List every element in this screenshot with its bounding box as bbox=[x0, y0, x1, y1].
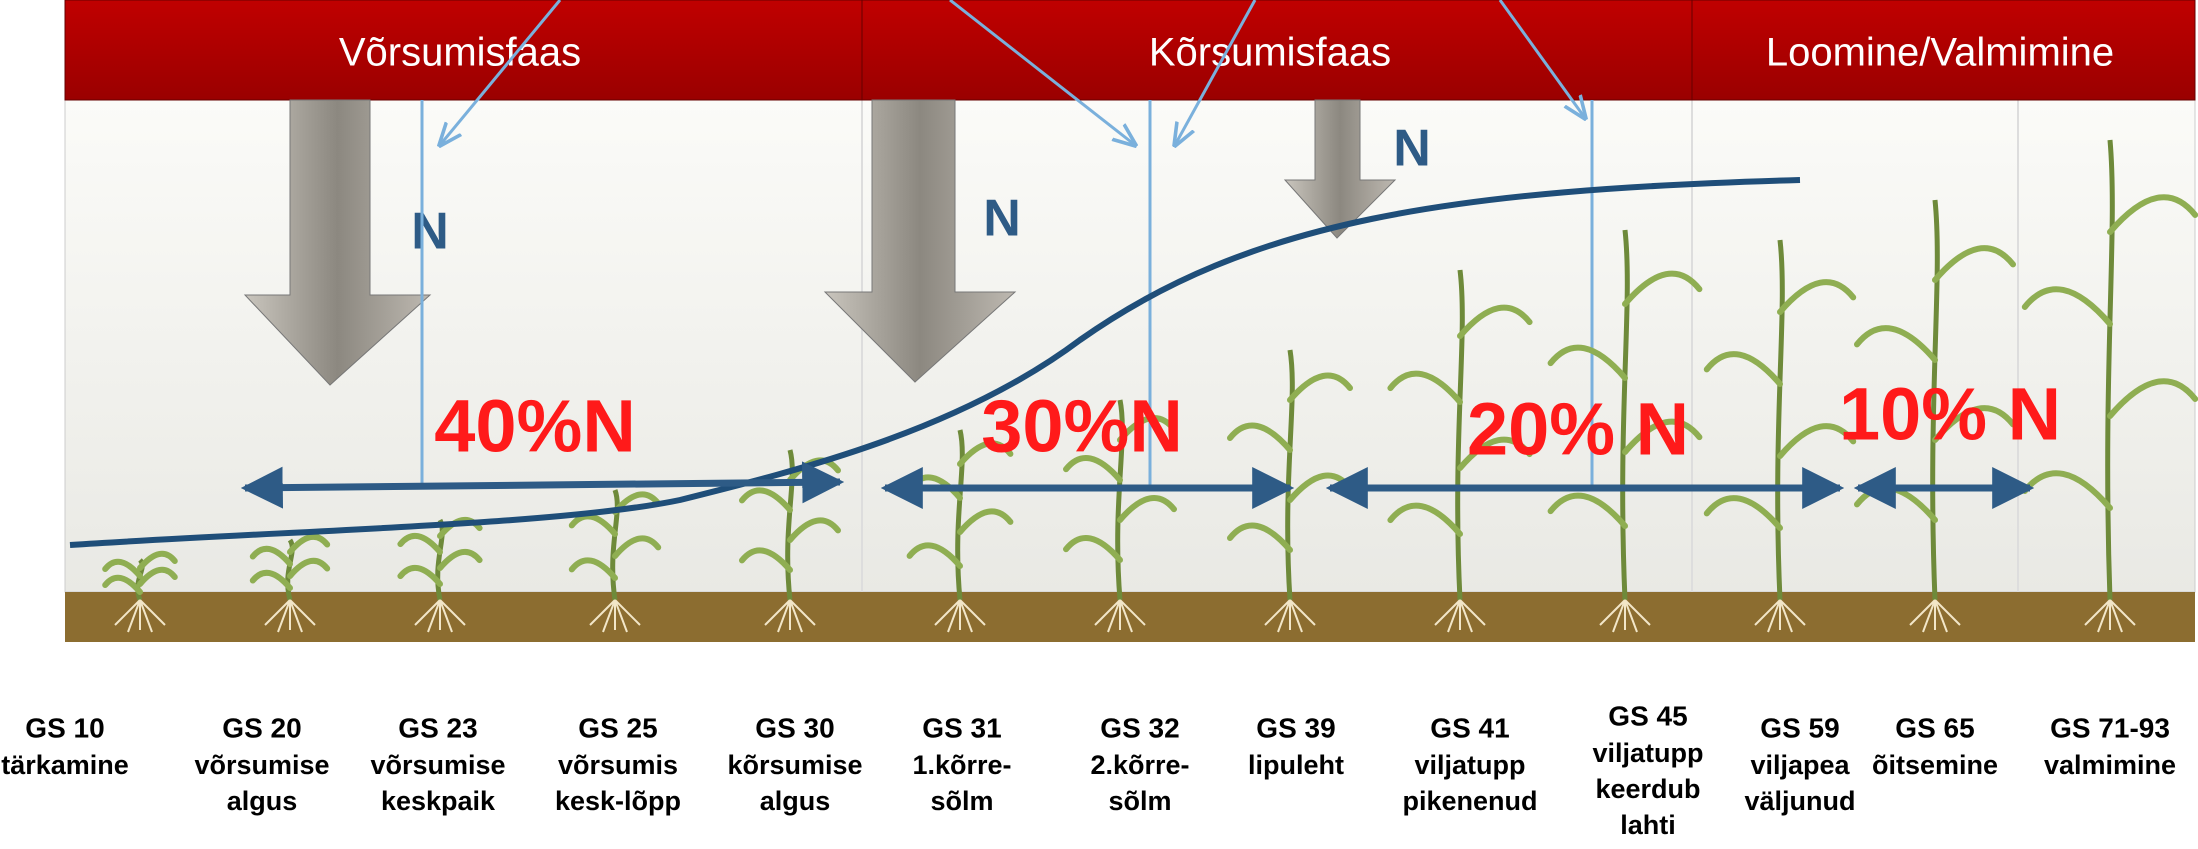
stage-description: keskpaik bbox=[381, 786, 496, 816]
phase-label: Loomine/Valmimine bbox=[1766, 31, 2114, 75]
stage-code: GS 65 bbox=[1895, 712, 1974, 743]
stage-description: valmimine bbox=[2044, 750, 2176, 780]
diagram: Võrsumisfaas Kõrsumisfaas Loomine/Valmim… bbox=[0, 0, 2198, 844]
stage-description: viljatupp bbox=[1414, 750, 1525, 780]
phase-label: Võrsumisfaas bbox=[339, 31, 581, 75]
stage-description: võrsumis bbox=[558, 750, 678, 780]
n-share: 10% N bbox=[1839, 373, 2061, 456]
stage-code: GS 30 bbox=[755, 712, 834, 743]
stage-code: GS 41 bbox=[1430, 712, 1509, 743]
soil bbox=[65, 592, 2195, 642]
stage-description: õitsemine bbox=[1872, 750, 1998, 780]
stage-description: väljunud bbox=[1744, 786, 1855, 816]
stage-code: GS 59 bbox=[1760, 712, 1839, 743]
stage-code: GS 45 bbox=[1608, 700, 1687, 731]
n-label: N bbox=[983, 190, 1021, 248]
stage-description: sõlm bbox=[1108, 786, 1171, 816]
stage-description: tärkamine bbox=[1, 750, 129, 780]
n-label: N bbox=[1393, 120, 1431, 178]
stage-description: lipuleht bbox=[1248, 750, 1344, 780]
stage-description: 1.kõrre- bbox=[912, 750, 1011, 780]
n-label: N bbox=[411, 203, 449, 261]
stage-description: lahti bbox=[1620, 810, 1676, 840]
stage-description: võrsumise bbox=[194, 750, 329, 780]
phase-label: Kõrsumisfaas bbox=[1149, 31, 1391, 75]
n-share: 20% N bbox=[1467, 388, 1689, 471]
stage-description: pikenenud bbox=[1402, 786, 1537, 816]
stage-code: GS 32 bbox=[1100, 712, 1179, 743]
stage-code: GS 10 bbox=[25, 712, 104, 743]
page: Võrsumisfaas Kõrsumisfaas Loomine/Valmim… bbox=[0, 0, 2198, 844]
stage-code: GS 25 bbox=[578, 712, 657, 743]
stage-code: GS 23 bbox=[398, 712, 477, 743]
stage-description: võrsumise bbox=[370, 750, 505, 780]
stage-description: viljatupp bbox=[1592, 738, 1703, 768]
stage-code: GS 71-93 bbox=[2050, 712, 2170, 743]
n-share: 30%N bbox=[981, 385, 1183, 468]
stage-code: GS 20 bbox=[222, 712, 301, 743]
n-share: 40%N bbox=[434, 385, 636, 468]
stage-code: GS 39 bbox=[1256, 712, 1335, 743]
stage-code: GS 31 bbox=[922, 712, 1001, 743]
stage-description: algus bbox=[227, 786, 298, 816]
stage-description: viljapea bbox=[1750, 750, 1850, 780]
stage-description: sõlm bbox=[930, 786, 993, 816]
stage-description: kõrsumise bbox=[727, 750, 862, 780]
stage-description: 2.kõrre- bbox=[1090, 750, 1189, 780]
stage-description: algus bbox=[760, 786, 831, 816]
stage-description: keerdub bbox=[1595, 774, 1700, 804]
field-panel bbox=[65, 100, 2195, 592]
stage-description: kesk-lõpp bbox=[555, 786, 681, 816]
stage-labels: GS 10 tärkamine GS 20 võrsumise algus GS 23 võ… bbox=[1, 700, 2176, 840]
